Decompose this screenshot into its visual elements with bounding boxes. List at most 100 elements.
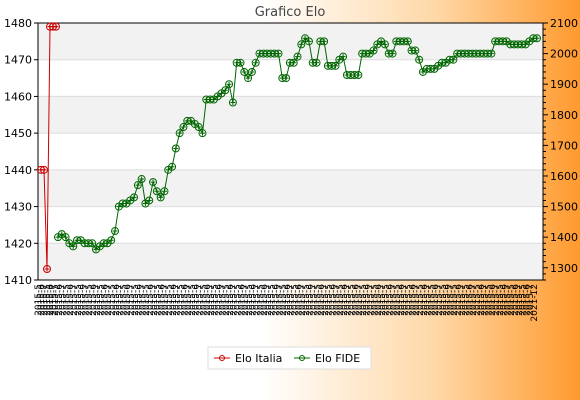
- x-tick-label: 2015-7: [378, 284, 388, 316]
- x-tick-label: 2015-7: [424, 284, 434, 316]
- x-tick-label: 2015-5: [302, 284, 312, 316]
- point-marker-elo-fide: [371, 48, 377, 54]
- x-tick-label: 2015-7: [344, 284, 354, 316]
- data-point-elo-fide: [449, 55, 458, 64]
- x-tick-label: 2015-6: [214, 284, 224, 316]
- point-marker-elo-fide: [135, 182, 141, 188]
- x-tick-label: 2015-5: [416, 284, 426, 316]
- x-tick-label: 2015-6: [511, 284, 521, 316]
- right-tick-label: 1800: [550, 109, 578, 122]
- point-marker-elo-fide: [291, 60, 297, 66]
- x-tick-label: 2015-7: [59, 284, 69, 316]
- point-marker-elo-fide: [230, 100, 236, 106]
- data-point-elo-fide: [331, 61, 340, 70]
- x-tick-label: 2015-5: [336, 284, 346, 316]
- point-marker-elo-fide: [355, 72, 361, 78]
- x-tick-label: 2015-6: [454, 284, 464, 316]
- left-tick-label: 1430: [4, 201, 32, 214]
- x-tick-label: 2015-5: [450, 284, 460, 316]
- x-tick-label: 2015-7: [481, 284, 491, 316]
- data-point-elo-italia: [40, 165, 48, 174]
- grid-band: [38, 243, 543, 280]
- right-tick-label: 1700: [550, 139, 578, 152]
- point-marker-elo-fide: [63, 234, 69, 240]
- x-tick-label: 2015-7: [93, 284, 103, 316]
- x-tick-label: 2015-6: [180, 284, 190, 316]
- x-tick-label: 2015-6: [169, 284, 179, 316]
- x-tick-label: 2015-6: [294, 284, 304, 316]
- point-marker-elo-fide: [534, 35, 540, 41]
- x-tick-label: 2015-6: [488, 284, 498, 316]
- data-point-elo-fide: [403, 37, 412, 46]
- x-tick-label: 2015-7: [492, 284, 502, 316]
- x-tick-label: 2015-5: [405, 284, 415, 316]
- data-point-elo-fide: [198, 129, 207, 138]
- x-tick-label: 2015-5: [268, 284, 278, 316]
- point-marker-elo-fide: [169, 164, 175, 170]
- x-tick-label: 2015-6: [351, 284, 361, 316]
- x-tick-label: 2015-7: [252, 284, 262, 316]
- data-point-elo-fide: [380, 40, 389, 49]
- x-tick-label: 2015-5: [43, 284, 53, 316]
- x-tick-label: 2015-7: [435, 284, 445, 316]
- left-tick-label: 1480: [4, 17, 32, 30]
- point-marker-elo-fide: [237, 60, 243, 66]
- x-tick-label: 2015-5: [108, 284, 118, 316]
- right-tick-label: 1600: [550, 170, 578, 183]
- data-point-elo-fide: [149, 178, 158, 187]
- data-point-elo-fide: [289, 58, 298, 67]
- x-tick-label: 2015-5: [97, 284, 107, 316]
- x-tick-label: 2015-5: [462, 284, 472, 316]
- data-point-elo-italia: [43, 264, 51, 273]
- point-marker-elo-fide: [390, 51, 396, 57]
- point-marker-elo-fide: [340, 54, 346, 60]
- x-tick-label: 2015-5: [473, 284, 483, 316]
- x-tick-label: 2015-7: [389, 284, 399, 316]
- grid-band: [38, 96, 543, 134]
- x-tick-label: 2015-7: [332, 284, 342, 316]
- x-tick-label: 2015-6: [420, 284, 430, 316]
- x-tick-label: 2015-5: [313, 284, 323, 316]
- x-tick-label: 2015-7: [298, 284, 308, 316]
- right-tick-label: 1500: [550, 201, 578, 214]
- right-tick-label: 1300: [550, 262, 578, 275]
- x-tick-label: 2015-6: [146, 284, 156, 316]
- point-marker-elo-italia: [44, 266, 50, 272]
- x-tick-label: 2015-7: [230, 284, 240, 316]
- x-tick-label: 2015-5: [199, 284, 209, 316]
- point-marker-elo-fide: [173, 145, 179, 151]
- point-marker-elo-fide: [241, 69, 247, 75]
- x-tick-label: 2015-5: [51, 284, 61, 316]
- x-tick-label: 2015-5: [245, 284, 255, 316]
- data-point-elo-fide: [111, 227, 120, 236]
- legend-box: [207, 346, 372, 370]
- x-tick-label: 2015-5: [142, 284, 152, 316]
- x-tick-label: 2015-5: [119, 284, 129, 316]
- point-marker-elo-fide: [283, 75, 289, 81]
- point-marker-elo-fide: [139, 176, 145, 182]
- x-tick-label: 2015-7: [412, 284, 422, 316]
- x-tick-label: 2015-7: [458, 284, 468, 316]
- point-marker-elo-fide: [321, 38, 327, 44]
- x-tick-label: 2015-7: [207, 284, 217, 316]
- x-tick-label: 2015-7: [173, 284, 183, 316]
- x-tick-label: 2015-7: [515, 284, 525, 316]
- data-point-elo-fide: [244, 74, 253, 83]
- x-tick-label: 2015-7: [469, 284, 479, 316]
- data-point-elo-fide: [339, 52, 348, 61]
- point-marker-elo-italia: [53, 24, 59, 30]
- point-marker-elo-fide: [158, 194, 164, 200]
- point-marker-elo-fide: [306, 38, 312, 44]
- x-tick-label: 2015-6: [374, 284, 384, 316]
- data-point-elo-fide: [88, 239, 97, 248]
- x-tick-label: 2015-5: [439, 284, 449, 316]
- point-marker-elo-fide: [112, 228, 118, 234]
- x-tick-label: 2021-12: [530, 284, 540, 322]
- x-tick-label: 2015-7: [310, 284, 320, 316]
- point-marker-elo-fide: [412, 48, 418, 54]
- x-tick-label: 2015-7: [401, 284, 411, 316]
- data-point-elo-fide: [274, 49, 283, 58]
- data-point-elo-fide: [133, 181, 142, 190]
- x-tick-label: 2015-6: [306, 284, 316, 316]
- point-marker-elo-fide: [245, 75, 251, 81]
